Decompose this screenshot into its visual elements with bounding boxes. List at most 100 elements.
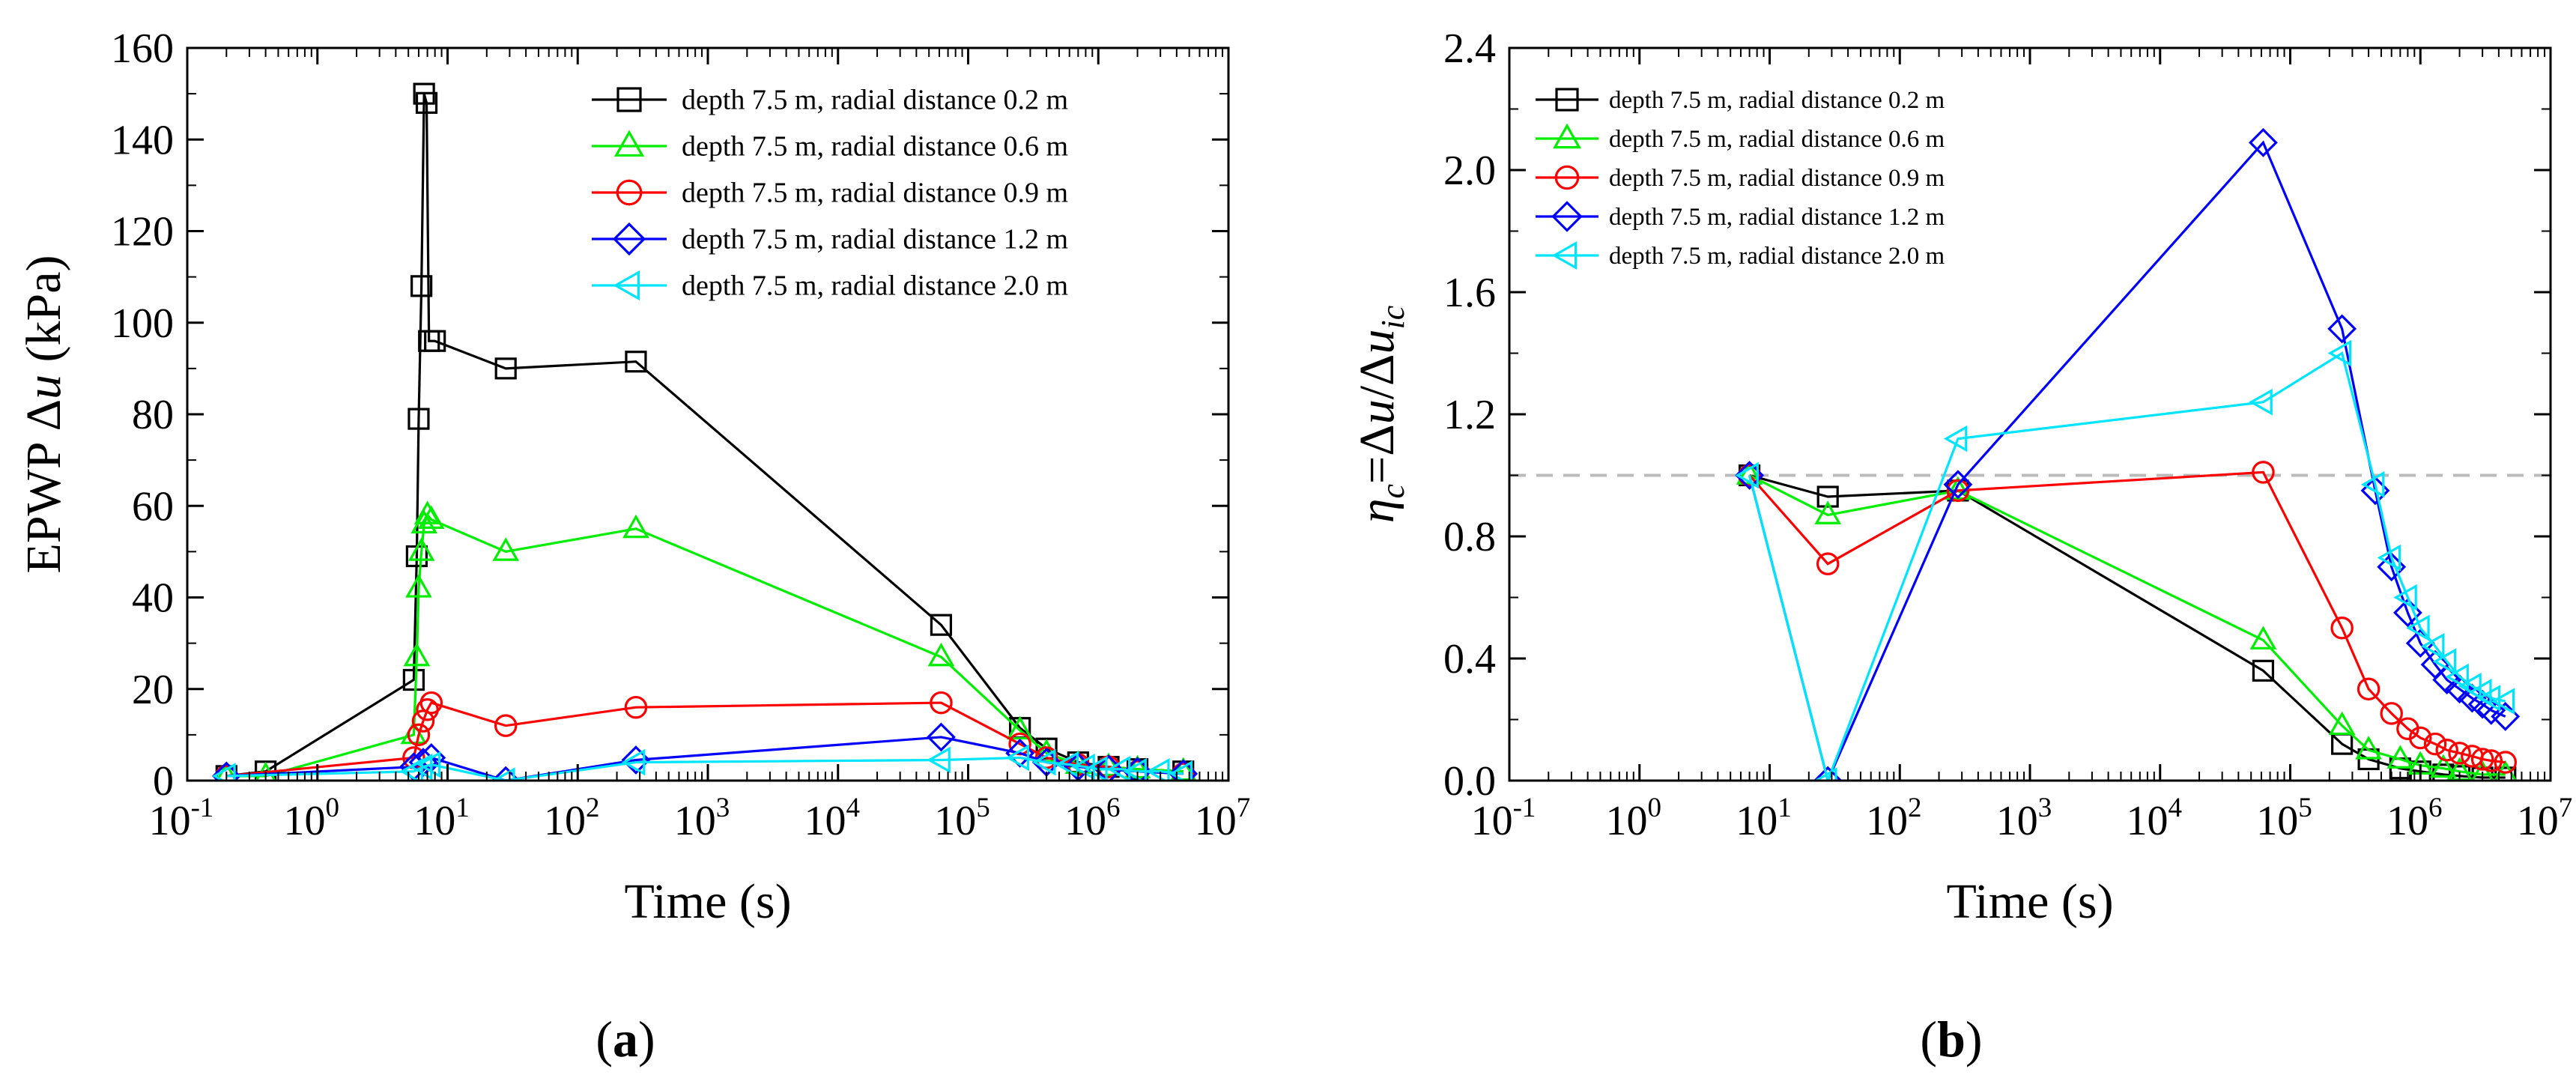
panel-b-series-2-point-5 (2357, 677, 2380, 700)
panel-b-legend-marker-4 (1551, 241, 1578, 270)
panel-b-x-tick-label-3: 102 (1866, 793, 1922, 844)
panel-b-x-axis-title: Time (s) (1946, 874, 2113, 929)
panel-a-series-1-point-0 (216, 761, 237, 781)
panel-b-series-1-point-5 (2355, 736, 2382, 760)
panel-a-series-1-point-15 (1095, 752, 1122, 777)
panel-b-series-3-point-3 (2249, 127, 2278, 157)
panel-b-series-4-point-5 (2360, 470, 2385, 498)
panel-a-series-4-point-2 (408, 753, 433, 781)
panel-b-series-2-line (1748, 470, 2506, 764)
panel-a-y-tick-label-6: 120 (111, 209, 174, 255)
panel-a-series-4-point-0 (212, 763, 236, 781)
panel-b-x-tick-label-0: 10-1 (1471, 793, 1536, 844)
panel-b-series-1-point-10 (2470, 760, 2494, 781)
panel-a-series-3-point-6 (927, 722, 956, 752)
panel-a-legend-entry-1: depth 7.5 m, radial distance 0.6 m (592, 130, 1068, 163)
panel-b-series-4-point-9 (2420, 632, 2445, 660)
panel-b-y-tick-label-2: 0.8 (1443, 514, 1496, 560)
panel-b-series-2-point-1 (1816, 552, 1840, 575)
panel-a-y-tick-label-4: 80 (132, 392, 174, 438)
panel-a-series-4-point-10 (1071, 753, 1095, 781)
panel-a-series-4-point-15 (1169, 760, 1193, 781)
panel-a-y-tick-label-5: 100 (111, 300, 174, 347)
panel-a-series-2-point-3 (411, 709, 435, 733)
panel-a-legend-marker-4 (613, 270, 640, 301)
panel-b-series-1-point-4 (2328, 711, 2356, 736)
panel-b-legend-entry-4: depth 7.5 m, radial distance 2.0 m (1536, 241, 1945, 270)
panel-b-plot-area (1509, 127, 2551, 781)
panel-b-series-2-point-14 (2479, 749, 2503, 772)
panel-a-series-0-point-10 (494, 357, 517, 380)
panel-b-label: (b) (1920, 1011, 1982, 1068)
panel-a-legend-label-3: depth 7.5 m, radial distance 1.2 m (682, 224, 1068, 255)
panel-a-y-tick-label-2: 40 (132, 575, 174, 622)
panel-a-ticks: 10-1 100 101 102 103 104 105 106 107 0 20 40 60 80 100… (111, 25, 1250, 844)
panel-b-series-2-point-10 (2435, 738, 2458, 762)
panel-b-series-2-point-8 (2409, 726, 2432, 750)
panel-b-y-tick-label-0: 0.0 (1443, 758, 1496, 805)
panel-b-legend-marker-3 (1551, 201, 1583, 232)
panel-a-y-axis-title: EPWP Δu (kPa) (16, 255, 71, 574)
panel-a-y-tick-label-8: 160 (111, 25, 174, 72)
panel-a-series-2-point-7 (624, 695, 648, 719)
panel-b-y-tick-label-4: 1.6 (1443, 270, 1496, 316)
panel-b-series-2-point-9 (2423, 732, 2447, 756)
panel-b-x-tick-label-1: 100 (1606, 793, 1662, 844)
panel-b-series-4-point-11 (2445, 663, 2469, 691)
panel-a-series-0-point-5 (410, 275, 433, 297)
panel-a-y-tick-label-1: 20 (132, 667, 174, 713)
panel-b-series-4 (1735, 339, 2515, 781)
panel-a-x-tick-label-7: 106 (1064, 793, 1121, 844)
panel-b-series-4-point-4 (2327, 339, 2352, 367)
panel-a-series-1-point-11 (927, 642, 955, 667)
panel-b-legend-label-3: depth 7.5 m, radial distance 1.2 m (1609, 204, 1945, 231)
panel-b-series-4-point-6 (2377, 544, 2401, 572)
panel-a-series-2-point-8 (930, 691, 953, 715)
panel-b-series-2-point-13 (2470, 748, 2494, 771)
panel-a-legend-entry-2: depth 7.5 m, radial distance 0.9 m (592, 178, 1068, 209)
panel-b-frame (1508, 46, 2552, 782)
panel-a-legend-label-0: depth 7.5 m, radial distance 0.2 m (682, 85, 1068, 116)
panel-b-legend-marker-2 (1554, 165, 1580, 190)
panel-a-series-1-line (226, 512, 1184, 778)
panel-b-series-1-line (1748, 474, 2506, 776)
panel-b-legend-entry-3: depth 7.5 m, radial distance 1.2 m (1536, 201, 1945, 232)
panel-b-series-4-point-10 (2432, 648, 2457, 675)
panel-b-legend-marker-1 (1553, 123, 1581, 149)
panel-b-series-3-point-4 (2327, 314, 2357, 344)
panel-b-legend-entry-0: depth 7.5 m, radial distance 0.2 m (1536, 87, 1945, 114)
panel-b-legend-marker-0 (1555, 88, 1579, 112)
panel-b-y-tick-label-1: 0.4 (1443, 636, 1496, 682)
panel-a-label: (a) (595, 1011, 655, 1068)
panel-a-x-tick-label-5: 104 (804, 793, 861, 844)
panel-b-series-0-line (1749, 473, 2506, 779)
panel-b-series-2-point-3 (2252, 461, 2275, 484)
panel-a-series-0-point-7 (415, 91, 438, 114)
panel-b-series-2-point-11 (2448, 742, 2471, 765)
panel-b-legend-entry-1: depth 7.5 m, radial distance 0.6 m (1536, 123, 1945, 153)
panel-a-series-1-point-12 (1006, 715, 1034, 740)
panel-a-series-1-point-8 (417, 505, 445, 529)
panel-a-series-0-point-2 (402, 668, 425, 691)
panel-a-series-2-point-2 (407, 723, 431, 747)
panel-a-series-0-point-11 (625, 351, 647, 373)
panel-b-y-axis-title: ηc=Δu/Δuic (1350, 305, 1411, 523)
panel-a-series-1-point-10 (622, 514, 649, 539)
panel-b-series-1-point-1 (1814, 500, 1842, 524)
panel-a-series-4-point-13 (1123, 757, 1147, 781)
panel-a-legend-label-4: depth 7.5 m, radial distance 2.0 m (682, 270, 1068, 302)
panel-b-series-3-point-2 (1943, 470, 1973, 500)
panel-a-chart: 10-1 100 101 102 103 104 105 106 107 0 20 40 60 80 100… (16, 25, 1250, 1068)
panel-a-x-tick-label-1: 100 (284, 793, 340, 844)
panel-a-x-tick-label-8: 107 (1195, 793, 1251, 844)
panel-a-series-4-point-8 (1031, 748, 1056, 776)
panel-b-x-tick-label-4: 103 (1996, 793, 2052, 844)
panel-a-legend-marker-3 (612, 222, 646, 256)
panel-a-x-axis-title: Time (s) (624, 874, 791, 929)
panel-a-series-4-point-14 (1146, 757, 1170, 781)
panel-a-legend-label-1: depth 7.5 m, radial distance 0.6 m (682, 131, 1068, 163)
panel-b-series-0 (1738, 464, 2517, 781)
panel-b-series-4-point-15 (2491, 688, 2515, 715)
panel-a-legend-entry-4: depth 7.5 m, radial distance 2.0 m (592, 270, 1068, 302)
panel-a-legend: depth 7.5 m, radial distance 0.2 m depth … (592, 85, 1068, 302)
